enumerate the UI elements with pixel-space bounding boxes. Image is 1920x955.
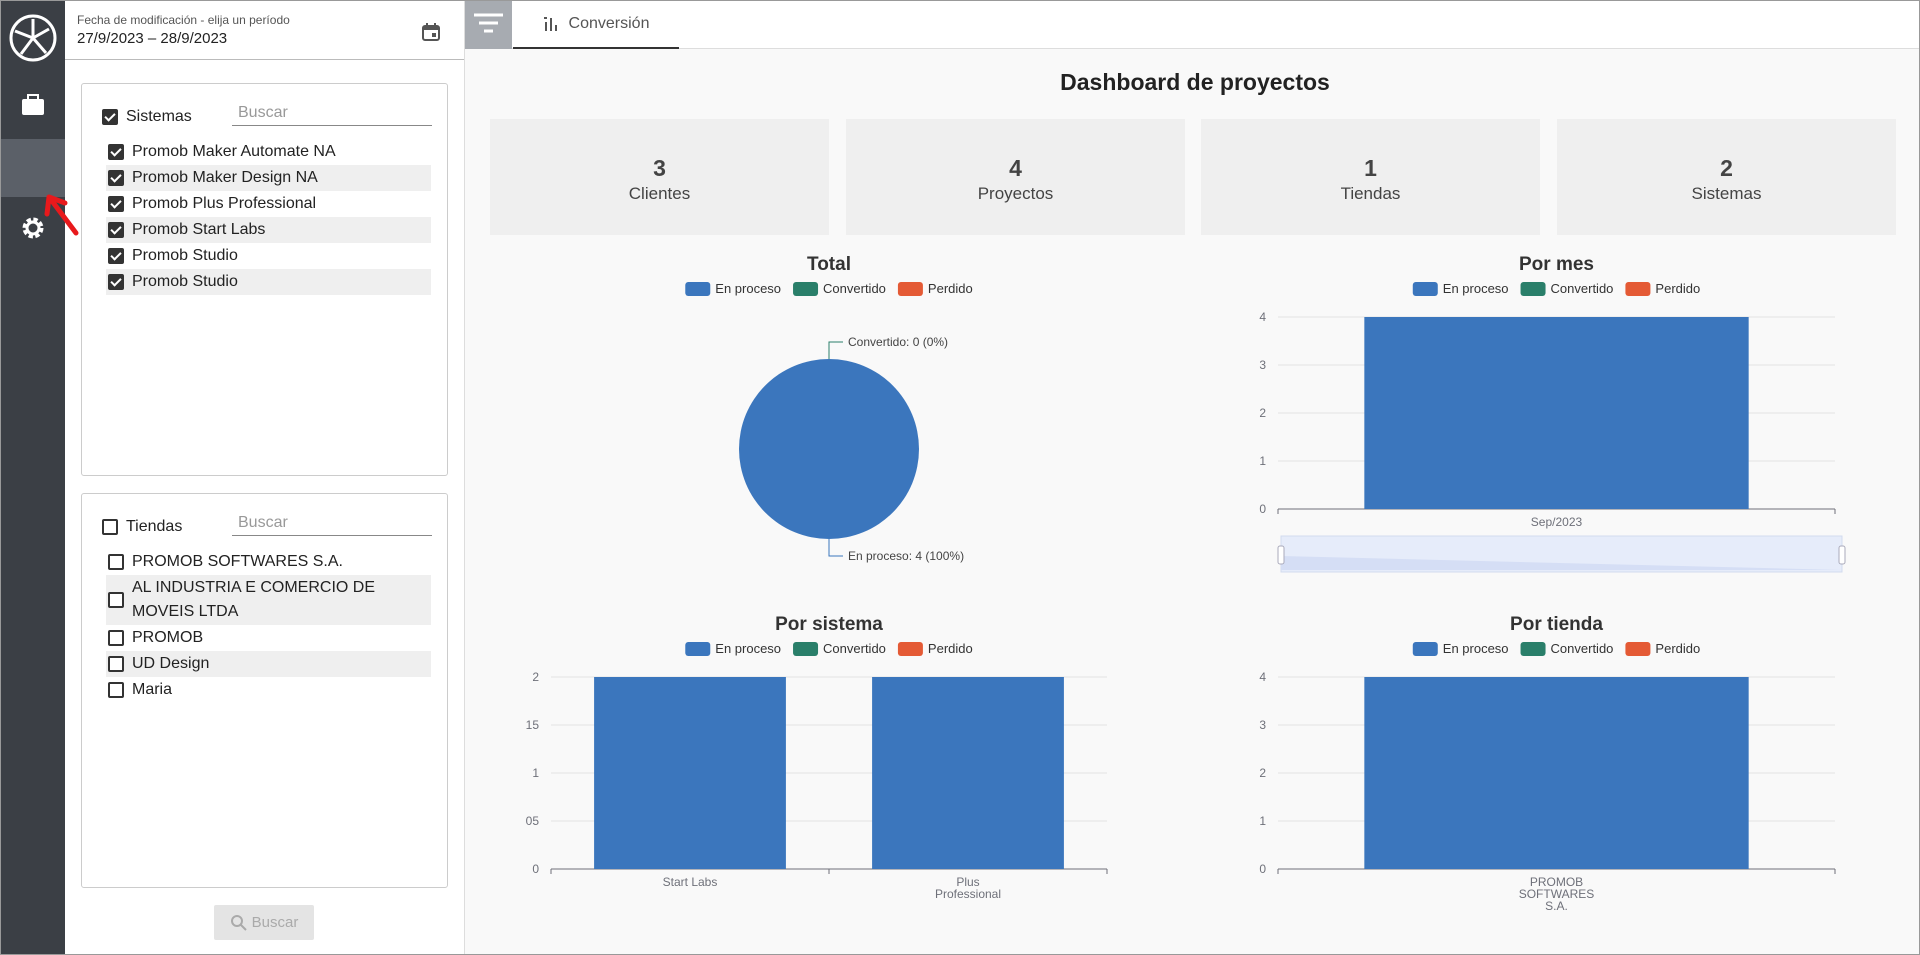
list-item[interactable]: UD Design (106, 651, 431, 677)
list-item[interactable]: AL INDUSTRIA E COMERCIO DE MOVEIS LTDA (106, 575, 431, 625)
checkbox[interactable] (108, 630, 124, 646)
item-label: Promob Maker Automate NA (132, 143, 336, 160)
list-item[interactable]: PROMOB (106, 625, 431, 651)
item-label: Promob Plus Professional (132, 195, 317, 212)
kpi-card: 2 Sistemas (1557, 119, 1896, 235)
kpi-value: 2 (1720, 155, 1733, 181)
filter-toggle[interactable] (465, 1, 512, 49)
item-list: Promob Maker Automate NA Promob Maker Des… (106, 139, 431, 295)
search-button-text: Buscar (251, 914, 299, 931)
item-label: Maria (132, 681, 173, 698)
nav-rail (1, 1, 65, 954)
checkbox[interactable] (108, 170, 124, 186)
checkbox[interactable] (108, 682, 124, 698)
checkbox[interactable] (102, 519, 118, 535)
kpi-value: 4 (1009, 155, 1022, 181)
search-input[interactable]: Buscar (232, 104, 432, 126)
kpi-label: Clientes (628, 184, 691, 203)
checkbox[interactable] (102, 109, 118, 125)
briefcase-icon[interactable] (22, 99, 44, 115)
checkbox[interactable] (108, 196, 124, 212)
item-label: PROMOB SOFTWARES S.A. (132, 553, 343, 570)
checkbox[interactable] (108, 592, 124, 608)
filter-panel: Fecha de modificación - elija un período… (65, 1, 465, 954)
group-label: Sistemas (126, 108, 192, 125)
checkbox[interactable] (108, 656, 124, 672)
checkbox[interactable] (108, 554, 124, 570)
tab[interactable]: Conversión (513, 1, 679, 49)
list-item[interactable]: Promob Studio (106, 269, 431, 295)
list-item[interactable]: Maria (106, 677, 431, 703)
kpi-card: 3 Clientes (490, 119, 829, 235)
date-label: Fecha de modificación - elija un período (77, 13, 290, 27)
settings-icon[interactable] (22, 217, 44, 239)
list-item[interactable]: Promob Start Labs (106, 217, 431, 243)
systems-box: Sistemas Buscar Promob Maker Automate NA Pr… (81, 83, 448, 476)
dashboard-title: Dashboard de proyectos (1060, 69, 1330, 95)
nav-icons (9, 14, 57, 239)
checkbox[interactable] (108, 144, 124, 160)
item-list: PROMOB SOFTWARES S.A. AL INDUSTRIA E COME… (106, 549, 431, 703)
checkbox[interactable] (108, 274, 124, 290)
kpi-label: Tiendas (1340, 184, 1401, 203)
item-label: AL INDUSTRIA E COMERCIO DE MOVEIS LTDA (132, 579, 375, 620)
list-item[interactable]: PROMOB SOFTWARES S.A. (106, 549, 431, 575)
list-item[interactable]: Promob Maker Automate NA (106, 139, 431, 165)
kpi-card: 4 Proyectos (846, 119, 1185, 235)
kpi-value: 3 (653, 155, 666, 181)
main: Conversión Dashboard de proyectos 3 Clien… (465, 1, 1919, 954)
item-label: PROMOB (132, 629, 204, 646)
stores-box: Tiendas Buscar PROMOB SOFTWARES S.A. AL IND… (81, 493, 448, 888)
kpi-card: 1 Tiendas (1201, 119, 1540, 235)
kpi-label: Sistemas (1691, 184, 1762, 203)
checkbox[interactable] (108, 222, 124, 238)
item-label: Promob Maker Design NA (132, 169, 318, 186)
date-filter[interactable]: Fecha de modificación - elija un período… (65, 1, 464, 60)
item-label: Promob Start Labs (132, 221, 266, 238)
top-bar: Conversión (465, 1, 1919, 49)
kpi-label: Proyectos (977, 184, 1054, 203)
item-label: UD Design (132, 655, 210, 672)
calendar-icon[interactable] (421, 22, 441, 42)
list-item[interactable]: Promob Maker Design NA (106, 165, 431, 191)
list-item[interactable]: Promob Studio (106, 243, 431, 269)
tab-label: Conversión (568, 15, 650, 32)
search-input[interactable]: Buscar (232, 514, 432, 536)
list-item[interactable]: Promob Plus Professional (106, 191, 431, 217)
group-header: Sistemas (100, 108, 192, 126)
group-header: Tiendas (100, 518, 182, 536)
group-label: Tiendas (126, 518, 183, 535)
checkbox[interactable] (108, 248, 124, 264)
item-label: Promob Studio (132, 247, 238, 264)
kpi-value: 1 (1364, 155, 1377, 181)
search-button[interactable]: Buscar (214, 905, 314, 940)
active-nav (1, 139, 65, 197)
item-label: Promob Studio (132, 273, 238, 290)
date-range: 27/9/2023 – 28/9/2023 (77, 30, 228, 47)
